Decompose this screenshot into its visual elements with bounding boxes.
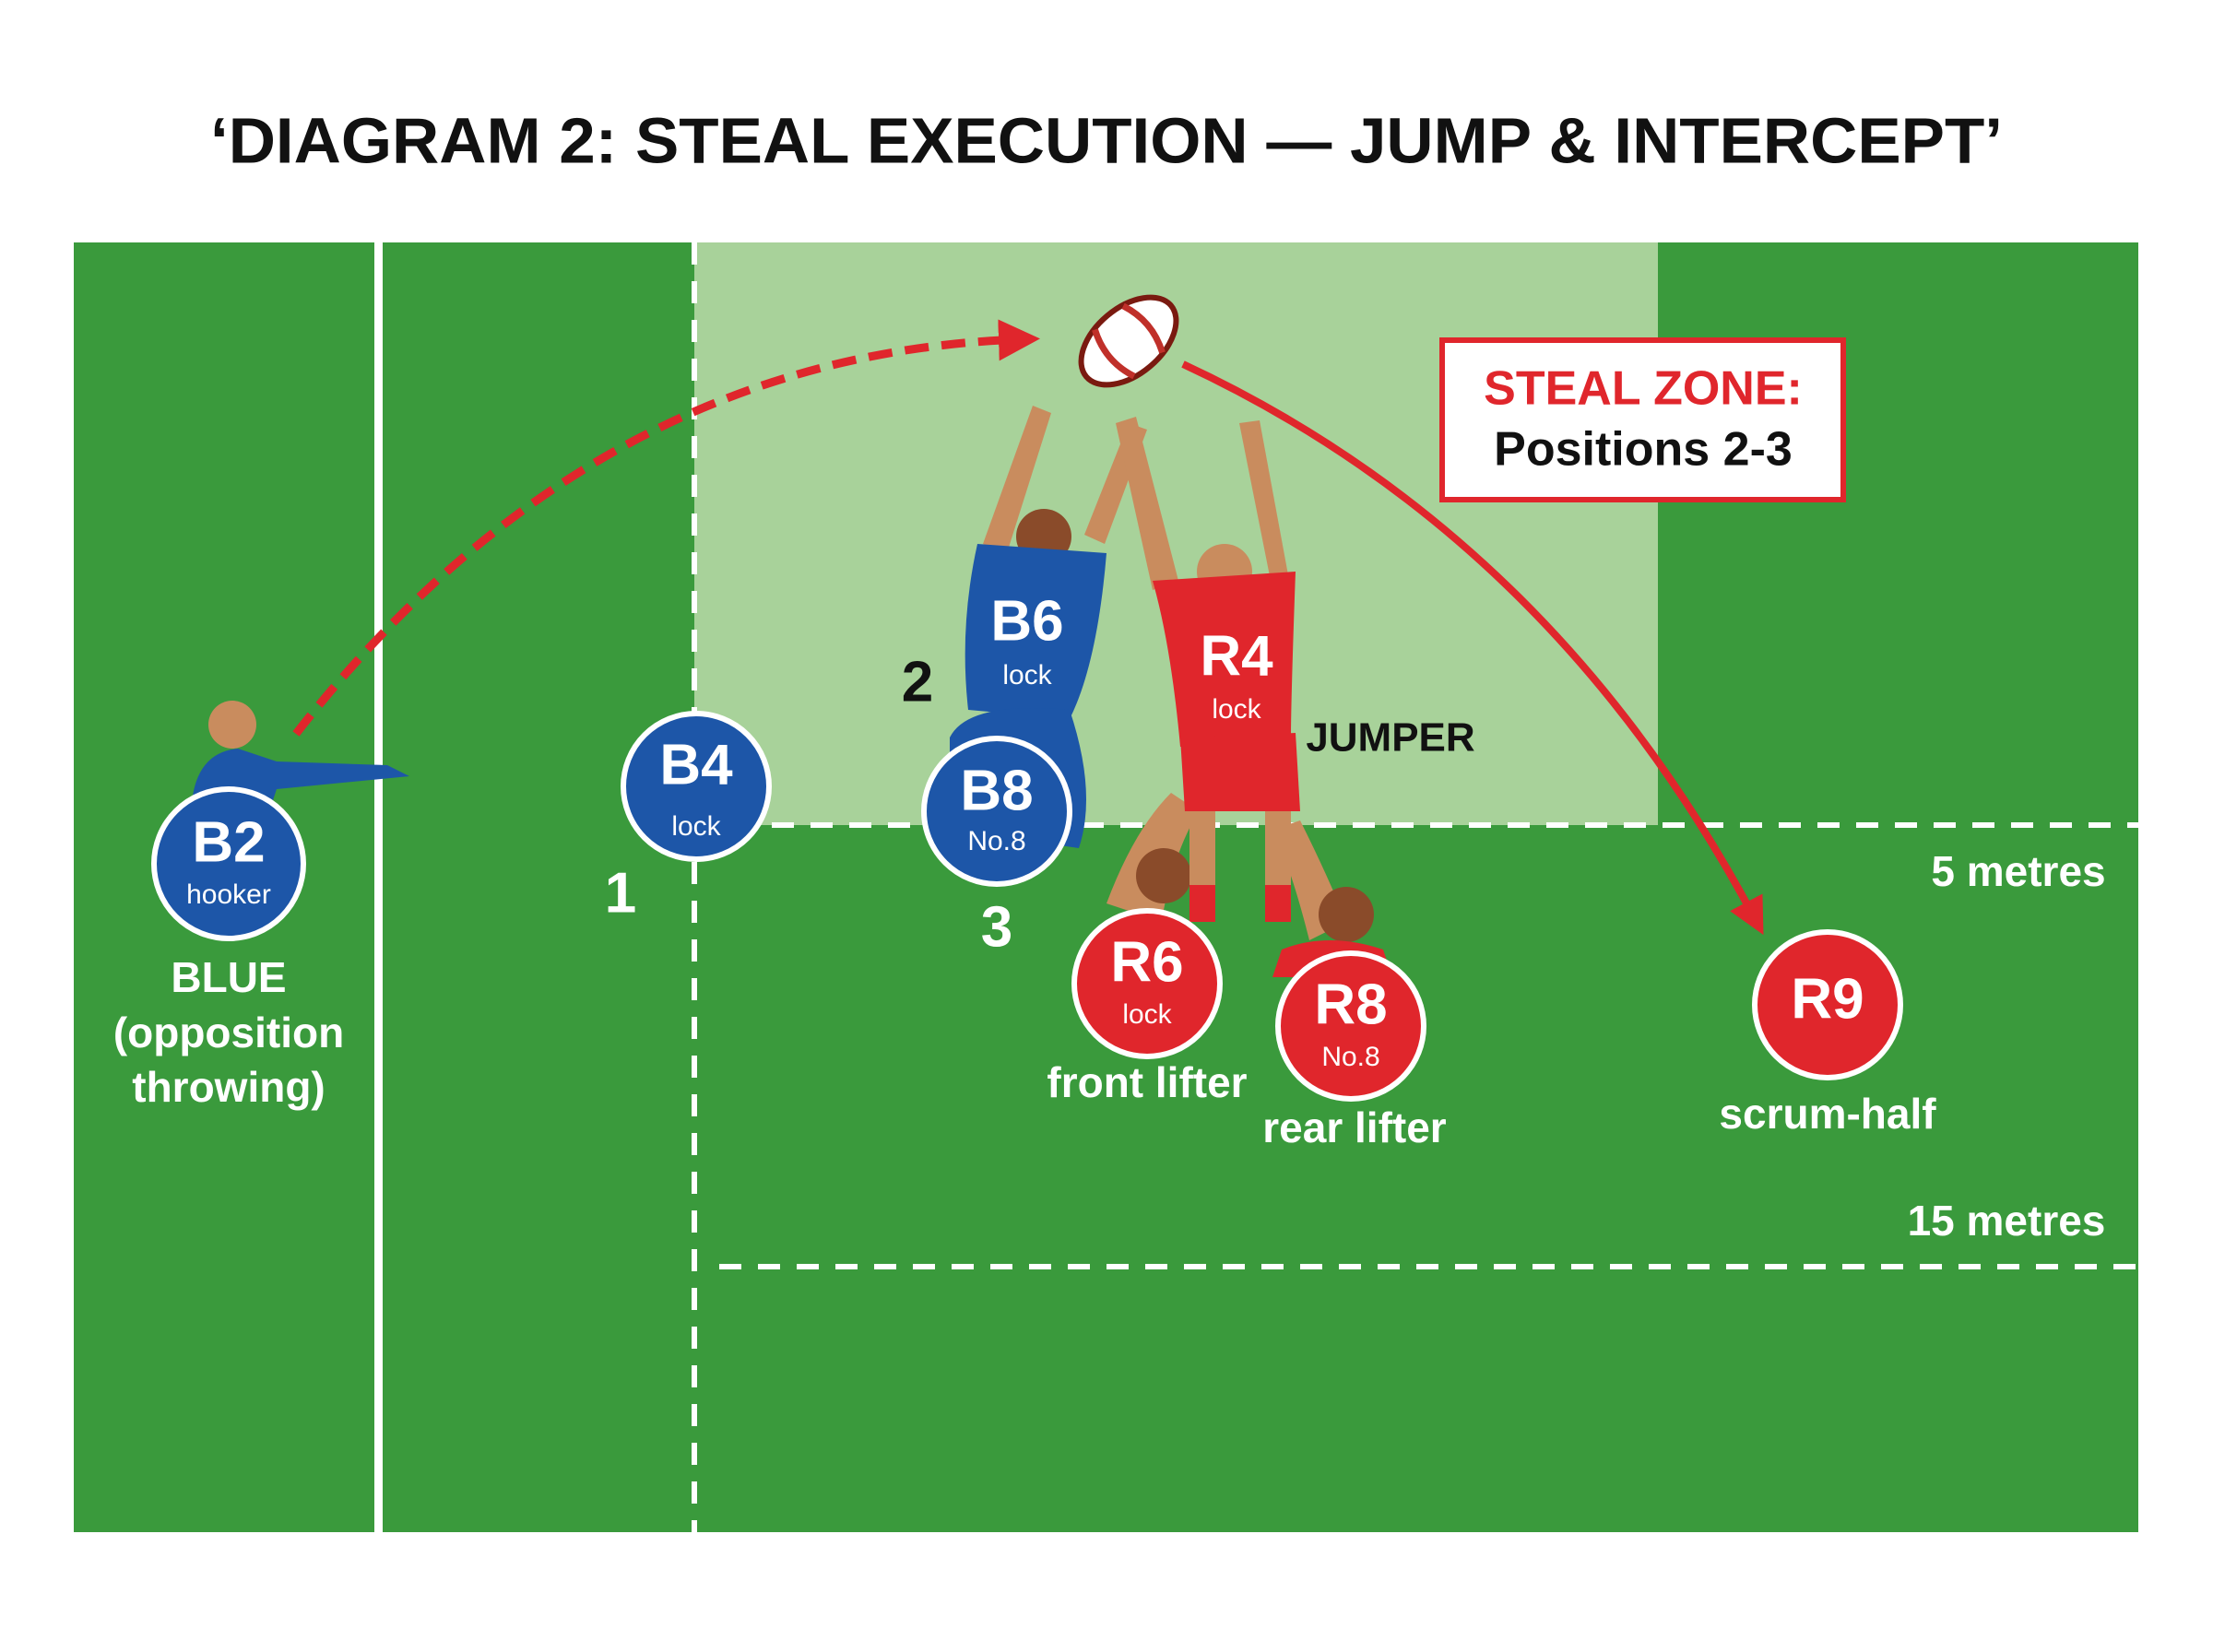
player-role: lock: [671, 811, 721, 842]
player-id: B2: [192, 810, 265, 874]
player-id: R9: [1791, 967, 1864, 1031]
player: R9 scrum-half: [1719, 929, 1936, 1138]
player-role: lock: [1212, 694, 1261, 725]
callout-text: Positions 2-3: [1494, 423, 1793, 477]
player: B6 lock: [990, 589, 1063, 690]
player-role: lock: [1002, 660, 1052, 690]
player-id: B8: [960, 759, 1033, 822]
player-id: R8: [1314, 973, 1387, 1036]
player-caption: scrum-half: [1719, 1090, 1936, 1138]
red-jumper-figure: [1116, 417, 1300, 922]
callout-title: STEAL ZONE:: [1484, 362, 1803, 416]
player-caption: (opposition: [113, 1009, 344, 1056]
player: B8 No.8: [921, 736, 1072, 887]
touch-line: [374, 242, 383, 1532]
player: R8 No.8 rear lifter: [1262, 950, 1447, 1151]
line-label: 5 metres: [1931, 847, 2105, 895]
callout-box: [1439, 337, 1846, 502]
player-id: R4: [1200, 624, 1273, 688]
player-role: hooker: [186, 879, 271, 910]
player-role: lock: [1122, 999, 1172, 1030]
player-caption: BLUE: [171, 953, 286, 1001]
player: B2 hooker BLUE (opposition throwing): [113, 786, 344, 1111]
player-caption: front lifter: [1047, 1058, 1247, 1106]
player-caption: rear lifter: [1262, 1103, 1447, 1151]
position-number: 3: [981, 895, 1012, 959]
player-role: No.8: [967, 826, 1025, 856]
player-id: R6: [1110, 930, 1183, 994]
player: B4 lock: [621, 711, 772, 862]
player: R6 lock front lifter: [1047, 908, 1248, 1106]
player: R4 lock JUMPER: [1200, 624, 1474, 760]
player-caption: JUMPER: [1306, 715, 1474, 761]
player-id: B6: [990, 589, 1063, 653]
title: ‘DIAGRAM 2: STEAL EXECUTION — JUMP & INT…: [210, 104, 2003, 176]
player-role: No.8: [1321, 1042, 1379, 1072]
ball: [1078, 294, 1179, 388]
player-id: B4: [659, 733, 733, 796]
player-caption: throwing): [132, 1063, 325, 1111]
position-number: 2: [902, 650, 933, 714]
line-label: 15 metres: [1908, 1197, 2106, 1245]
tap-down-arc: [1181, 360, 1764, 936]
position-number: 1: [605, 861, 636, 925]
